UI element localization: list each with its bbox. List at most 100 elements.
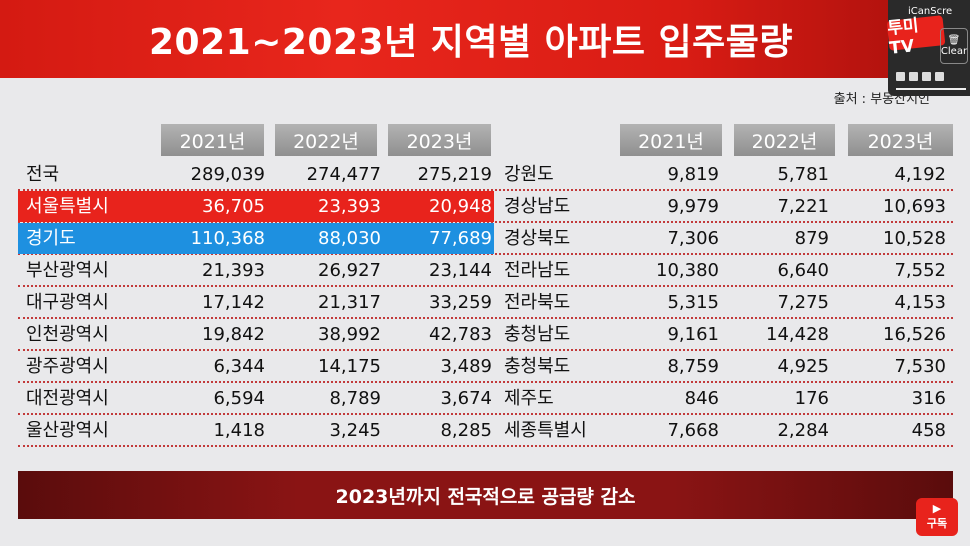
value-2021: 110,368 <box>190 228 265 249</box>
value-2023: 3,674 <box>440 388 492 409</box>
value-2021: 5,315 <box>667 292 719 313</box>
table-row: 대전광역시 6,594 8,789 3,674 제주도 846 176 316 <box>18 383 953 415</box>
header-right-2022: 2022년 <box>734 124 835 156</box>
value-2022: 7,221 <box>777 196 829 217</box>
region-name: 전라남도 <box>504 260 571 281</box>
table-row: 광주광역시 6,344 14,175 3,489 충청북도 8,759 4,92… <box>18 351 953 383</box>
value-2022: 879 <box>794 228 829 249</box>
pen-tool-icon[interactable] <box>896 72 905 81</box>
value-2022: 8,789 <box>329 388 381 409</box>
header-left-2021: 2021년 <box>161 124 264 156</box>
highlighter-tool-icon[interactable] <box>909 72 918 81</box>
clear-button[interactable]: 🗑 Clear <box>940 28 968 64</box>
region-name: 충청남도 <box>504 324 571 345</box>
clear-label: Clear <box>940 46 968 57</box>
region-name: 경상남도 <box>504 196 571 217</box>
subscribe-label: 구독 <box>926 517 948 530</box>
value-2023: 3,489 <box>440 356 492 377</box>
value-2022: 274,477 <box>306 164 381 185</box>
table-row: 전국 289,039 274,477 275,219 강원도 9,819 5,7… <box>18 159 953 191</box>
region-name: 대전광역시 <box>26 388 109 409</box>
table-row-seoul-highlighted: 서울특별시 36,705 23,393 20,948 경상남도 9,979 7,… <box>18 191 953 223</box>
value-2022: 38,992 <box>318 324 381 345</box>
summary-banner: 2023년까지 전국적으로 공급량 감소 <box>18 471 953 519</box>
overlay-toolbar <box>896 72 956 82</box>
value-2022: 176 <box>794 388 829 409</box>
value-2023: 458 <box>911 420 946 441</box>
region-name: 대구광역시 <box>26 292 109 313</box>
value-2023: 42,783 <box>429 324 492 345</box>
page-title: 2021~2023년 지역별 아파트 입주물량 <box>149 22 793 63</box>
region-name: 울산광역시 <box>26 420 109 441</box>
value-2022: 3,245 <box>329 420 381 441</box>
value-2021: 8,759 <box>667 356 719 377</box>
value-2023: 23,144 <box>429 260 492 281</box>
shape-tool-icon[interactable] <box>935 72 944 81</box>
region-name: 제주도 <box>504 388 554 409</box>
value-2021: 21,393 <box>202 260 265 281</box>
value-2023: 4,192 <box>894 164 946 185</box>
value-2023: 10,693 <box>883 196 946 217</box>
value-2021: 6,594 <box>213 388 265 409</box>
table-row: 울산광역시 1,418 3,245 8,285 세종특별시 7,668 2,28… <box>18 415 953 447</box>
subscribe-button[interactable]: ▶ 구독 <box>916 498 958 536</box>
table-row-gyeonggi-highlighted: 경기도 110,368 88,030 77,689 경상북도 7,306 879… <box>18 223 953 255</box>
value-2023: 4,153 <box>894 292 946 313</box>
value-2023: 20,948 <box>429 196 492 217</box>
header-left-2022: 2022년 <box>275 124 377 156</box>
region-name: 경기도 <box>26 228 76 249</box>
overlay-app-name: iCanScre <box>908 6 953 17</box>
value-2023: 8,285 <box>440 420 492 441</box>
value-2021: 17,142 <box>202 292 265 313</box>
table-body: 전국 289,039 274,477 275,219 강원도 9,819 5,7… <box>18 159 953 447</box>
region-name: 충청북도 <box>504 356 571 377</box>
table-row: 인천광역시 19,842 38,992 42,783 충청남도 9,161 14… <box>18 319 953 351</box>
value-2022: 23,393 <box>318 196 381 217</box>
value-2023: 33,259 <box>429 292 492 313</box>
eraser-tool-icon[interactable] <box>922 72 931 81</box>
table-row: 부산광역시 21,393 26,927 23,144 전라남도 10,380 6… <box>18 255 953 287</box>
value-2021: 846 <box>684 388 719 409</box>
value-2023: 316 <box>911 388 946 409</box>
size-slider[interactable] <box>896 88 966 90</box>
value-2021: 9,161 <box>667 324 719 345</box>
header-left-2023: 2023년 <box>388 124 491 156</box>
value-2022: 7,275 <box>777 292 829 313</box>
value-2022: 4,925 <box>777 356 829 377</box>
region-name: 부산광역시 <box>26 260 109 281</box>
value-2021: 9,979 <box>667 196 719 217</box>
value-2022: 14,428 <box>766 324 829 345</box>
value-2021: 10,380 <box>656 260 719 281</box>
gyeonggi-highlight <box>18 223 494 254</box>
value-2023: 275,219 <box>417 164 492 185</box>
trash-icon: 🗑 <box>947 35 961 46</box>
value-2021: 36,705 <box>202 196 265 217</box>
header-right-2023: 2023년 <box>848 124 953 156</box>
value-2022: 6,640 <box>777 260 829 281</box>
value-2021: 7,668 <box>667 420 719 441</box>
value-2023: 7,530 <box>894 356 946 377</box>
region-name: 세종특별시 <box>504 420 587 441</box>
region-name: 서울특별시 <box>26 196 109 217</box>
value-2023: 10,528 <box>883 228 946 249</box>
title-bar: 2021~2023년 지역별 아파트 입주물량 <box>0 0 970 78</box>
table-row: 대구광역시 17,142 21,317 33,259 전라북도 5,315 7,… <box>18 287 953 319</box>
value-2021: 19,842 <box>202 324 265 345</box>
value-2021: 1,418 <box>213 420 265 441</box>
value-2023: 16,526 <box>883 324 946 345</box>
value-2021: 6,344 <box>213 356 265 377</box>
value-2022: 5,781 <box>777 164 829 185</box>
header-right-2021: 2021년 <box>620 124 722 156</box>
seoul-highlight <box>18 191 494 222</box>
region-name: 전라북도 <box>504 292 571 313</box>
channel-logo: 투미TV <box>886 15 946 58</box>
value-2023: 77,689 <box>429 228 492 249</box>
region-name: 경상북도 <box>504 228 571 249</box>
value-2021: 9,819 <box>667 164 719 185</box>
value-2022: 2,284 <box>777 420 829 441</box>
region-name: 인천광역시 <box>26 324 109 345</box>
region-name: 강원도 <box>504 164 554 185</box>
value-2022: 26,927 <box>318 260 381 281</box>
screen-annotation-overlay: iCanScre 투미TV 🗑 Clear <box>886 0 970 96</box>
value-2022: 14,175 <box>318 356 381 377</box>
